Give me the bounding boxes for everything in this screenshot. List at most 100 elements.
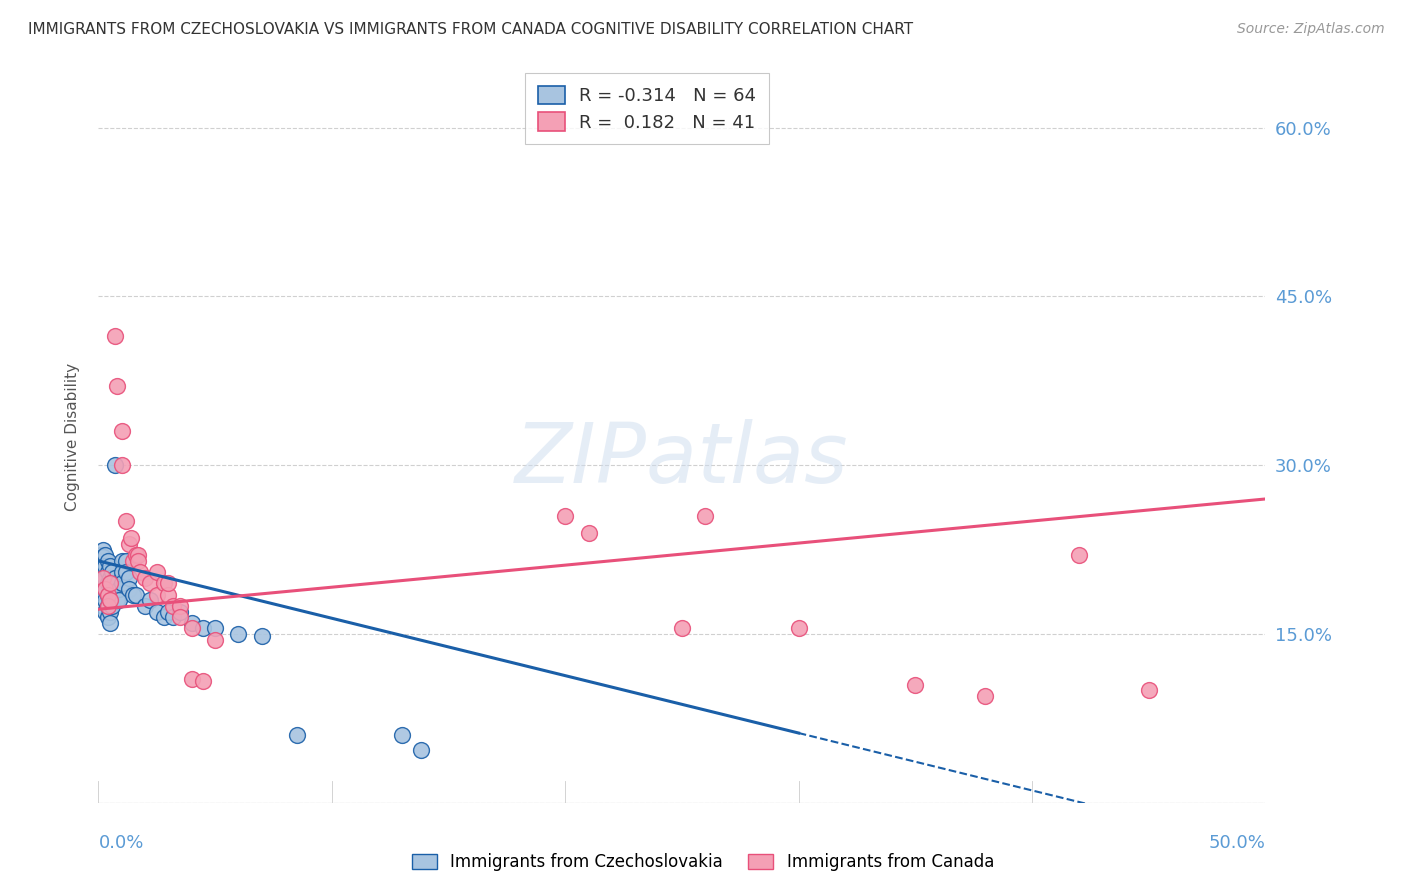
Point	[157, 605, 180, 619]
Point	[204, 632, 226, 647]
Point	[250, 629, 273, 643]
Point	[1137, 683, 1160, 698]
Text: ZIPatlas: ZIPatlas	[515, 418, 849, 500]
Point	[91, 588, 114, 602]
Point	[409, 743, 432, 757]
Point	[104, 571, 127, 585]
Point	[111, 565, 134, 579]
Point	[193, 674, 215, 689]
Point	[91, 559, 114, 574]
Point	[94, 593, 117, 607]
Point	[169, 605, 191, 619]
Y-axis label: Cognitive Disability: Cognitive Disability	[65, 363, 80, 511]
Point	[98, 571, 121, 585]
Point	[139, 593, 162, 607]
Point	[98, 593, 121, 607]
Point	[228, 627, 250, 641]
Text: Source: ZipAtlas.com: Source: ZipAtlas.com	[1237, 22, 1385, 37]
Point	[108, 582, 131, 596]
Point	[98, 593, 121, 607]
Point	[162, 599, 184, 613]
Point	[108, 593, 131, 607]
Point	[91, 576, 114, 591]
Point	[90, 559, 112, 574]
Point	[285, 728, 308, 742]
Point	[157, 588, 180, 602]
Point	[134, 599, 156, 613]
Point	[111, 554, 134, 568]
Point	[97, 588, 120, 602]
Point	[94, 548, 117, 562]
Point	[122, 554, 145, 568]
Legend: R = -0.314   N = 64, R =  0.182   N = 41: R = -0.314 N = 64, R = 0.182 N = 41	[524, 73, 769, 145]
Point	[125, 548, 148, 562]
Point	[122, 588, 145, 602]
Point	[146, 605, 169, 619]
Point	[974, 689, 997, 703]
Point	[91, 542, 114, 557]
Point	[162, 610, 184, 624]
Point	[97, 576, 120, 591]
Point	[152, 610, 174, 624]
Point	[127, 548, 149, 562]
Point	[111, 576, 134, 591]
Point	[115, 554, 138, 568]
Point	[91, 550, 114, 565]
Point	[98, 559, 121, 574]
Point	[118, 582, 141, 596]
Point	[94, 582, 117, 596]
Point	[146, 565, 169, 579]
Point	[695, 508, 717, 523]
Point	[180, 672, 202, 686]
Point	[671, 621, 693, 635]
Point	[97, 588, 120, 602]
Point	[105, 379, 128, 393]
Legend: Immigrants from Czechoslovakia, Immigrants from Canada: Immigrants from Czechoslovakia, Immigran…	[404, 845, 1002, 880]
Point	[787, 621, 810, 635]
Point	[120, 532, 142, 546]
Point	[101, 588, 124, 602]
Point	[104, 328, 127, 343]
Point	[94, 605, 117, 619]
Point	[111, 425, 134, 439]
Point	[97, 554, 120, 568]
Point	[169, 610, 191, 624]
Text: 50.0%: 50.0%	[1209, 834, 1265, 852]
Point	[98, 582, 121, 596]
Point	[94, 571, 117, 585]
Point	[578, 525, 600, 540]
Point	[146, 588, 169, 602]
Point	[204, 621, 226, 635]
Point	[129, 565, 152, 579]
Point	[127, 554, 149, 568]
Point	[118, 571, 141, 585]
Point	[157, 576, 180, 591]
Point	[101, 576, 124, 591]
Point	[90, 565, 112, 579]
Point	[1067, 548, 1090, 562]
Point	[97, 565, 120, 579]
Point	[90, 548, 112, 562]
Point	[94, 559, 117, 574]
Point	[134, 571, 156, 585]
Point	[101, 599, 124, 613]
Point	[125, 588, 148, 602]
Point	[98, 605, 121, 619]
Point	[118, 537, 141, 551]
Point	[193, 621, 215, 635]
Point	[115, 565, 138, 579]
Point	[152, 576, 174, 591]
Point	[98, 615, 121, 630]
Point	[169, 599, 191, 613]
Point	[90, 554, 112, 568]
Point	[97, 599, 120, 613]
Point	[91, 571, 114, 585]
Point	[97, 610, 120, 624]
Point	[111, 458, 134, 473]
Point	[904, 678, 927, 692]
Point	[391, 728, 413, 742]
Point	[94, 582, 117, 596]
Point	[97, 599, 120, 613]
Point	[98, 576, 121, 591]
Point	[91, 599, 114, 613]
